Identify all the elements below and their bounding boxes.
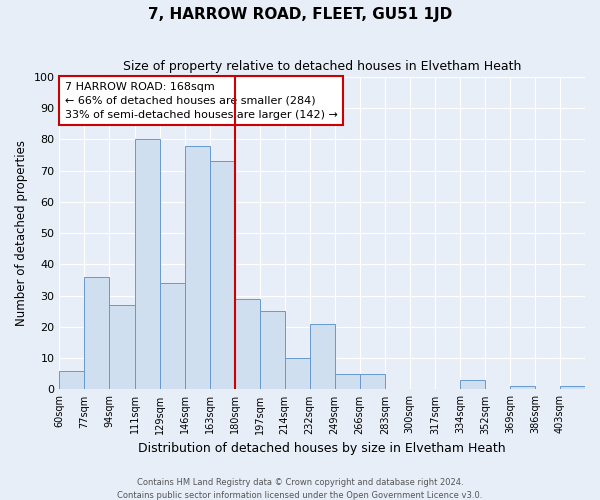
Text: 7, HARROW ROAD, FLEET, GU51 1JD: 7, HARROW ROAD, FLEET, GU51 1JD xyxy=(148,8,452,22)
Bar xyxy=(560,386,585,390)
Bar xyxy=(109,305,134,390)
Bar xyxy=(85,277,109,390)
Y-axis label: Number of detached properties: Number of detached properties xyxy=(15,140,28,326)
Bar xyxy=(235,299,260,390)
Bar xyxy=(185,146,209,390)
X-axis label: Distribution of detached houses by size in Elvetham Heath: Distribution of detached houses by size … xyxy=(139,442,506,455)
Bar xyxy=(460,380,485,390)
Bar xyxy=(59,370,85,390)
Bar xyxy=(134,140,160,390)
Bar xyxy=(209,162,235,390)
Title: Size of property relative to detached houses in Elvetham Heath: Size of property relative to detached ho… xyxy=(123,60,521,73)
Bar xyxy=(335,374,360,390)
Bar xyxy=(510,386,535,390)
Text: Contains HM Land Registry data © Crown copyright and database right 2024.
Contai: Contains HM Land Registry data © Crown c… xyxy=(118,478,482,500)
Bar xyxy=(284,358,310,390)
Bar xyxy=(360,374,385,390)
Text: 7 HARROW ROAD: 168sqm
← 66% of detached houses are smaller (284)
33% of semi-det: 7 HARROW ROAD: 168sqm ← 66% of detached … xyxy=(65,82,338,120)
Bar xyxy=(160,283,185,390)
Bar xyxy=(310,324,335,390)
Bar xyxy=(260,312,284,390)
